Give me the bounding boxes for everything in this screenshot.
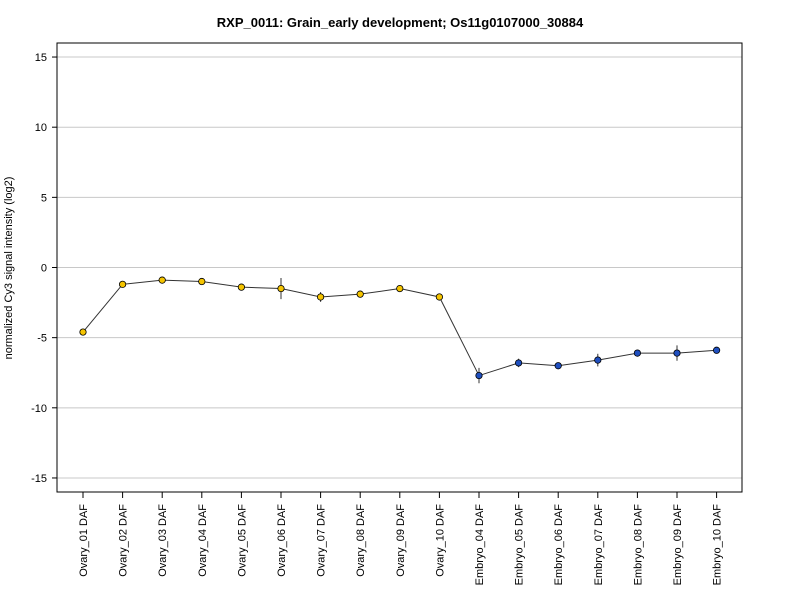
x-tick-label: Ovary_04 DAF: [197, 504, 209, 577]
grid-layer: [57, 56, 742, 479]
x-tick-label: Ovary_07 DAF: [316, 504, 328, 577]
y-tick-label: -10: [31, 403, 47, 415]
x-tick-label: Embryo_04 DAF: [474, 504, 486, 586]
x-tick-label: Embryo_09 DAF: [672, 504, 684, 586]
x-tick-label: Embryo_06 DAF: [553, 504, 565, 586]
x-tick-label: Ovary_10 DAF: [434, 504, 446, 577]
data-point: [119, 280, 127, 288]
y-tick-label: -15: [31, 473, 47, 485]
data-point: [277, 284, 285, 293]
y-axis-label: normalized Cy3 signal intensity (log2): [3, 177, 15, 360]
data-point: [594, 356, 602, 364]
x-tick-label: Ovary_08 DAF: [355, 504, 367, 577]
x-tick-label: Ovary_09 DAF: [395, 504, 407, 577]
data-point: [158, 276, 166, 284]
data-point: [79, 328, 87, 336]
x-tick-label: Ovary_01 DAF: [78, 504, 90, 577]
data-point: [514, 359, 523, 367]
x-tick-label: Embryo_05 DAF: [514, 504, 526, 586]
data-point: [316, 293, 325, 301]
x-tick-label: Embryo_07 DAF: [593, 504, 605, 586]
data-point: [554, 362, 562, 370]
data-point: [673, 349, 681, 357]
y-tick-label: 0: [41, 263, 47, 275]
data-point: [356, 290, 364, 298]
series-layer: [79, 276, 721, 384]
x-tick-label: Ovary_03 DAF: [157, 504, 169, 577]
y-tick-label: 10: [35, 122, 47, 134]
y-tick-label: 5: [41, 192, 47, 204]
x-tick-label: Ovary_02 DAF: [118, 504, 130, 577]
y-tick-label: 15: [35, 52, 47, 64]
y-tick-label: -5: [37, 333, 47, 345]
chart-title: RXP_0011: Grain_early development; Os11g…: [217, 15, 584, 30]
data-point: [633, 349, 642, 357]
axis-layer: 15 10 5 0 -5 -10 -15 Ovary_01 DAF Ovary_02 DAF Ov…: [31, 52, 724, 585]
data-point: [712, 346, 721, 354]
x-tick-label: Embryo_10 DAF: [712, 504, 724, 586]
data-point: [237, 283, 245, 291]
x-tick-label: Ovary_06 DAF: [276, 504, 288, 577]
x-tick-label: Ovary_05 DAF: [236, 504, 248, 577]
series-line: [82, 279, 717, 377]
data-point: [198, 277, 206, 286]
data-point: [396, 284, 404, 293]
x-tick-label: Embryo_08 DAF: [632, 504, 644, 586]
data-point: [475, 371, 483, 380]
data-point: [435, 293, 443, 301]
